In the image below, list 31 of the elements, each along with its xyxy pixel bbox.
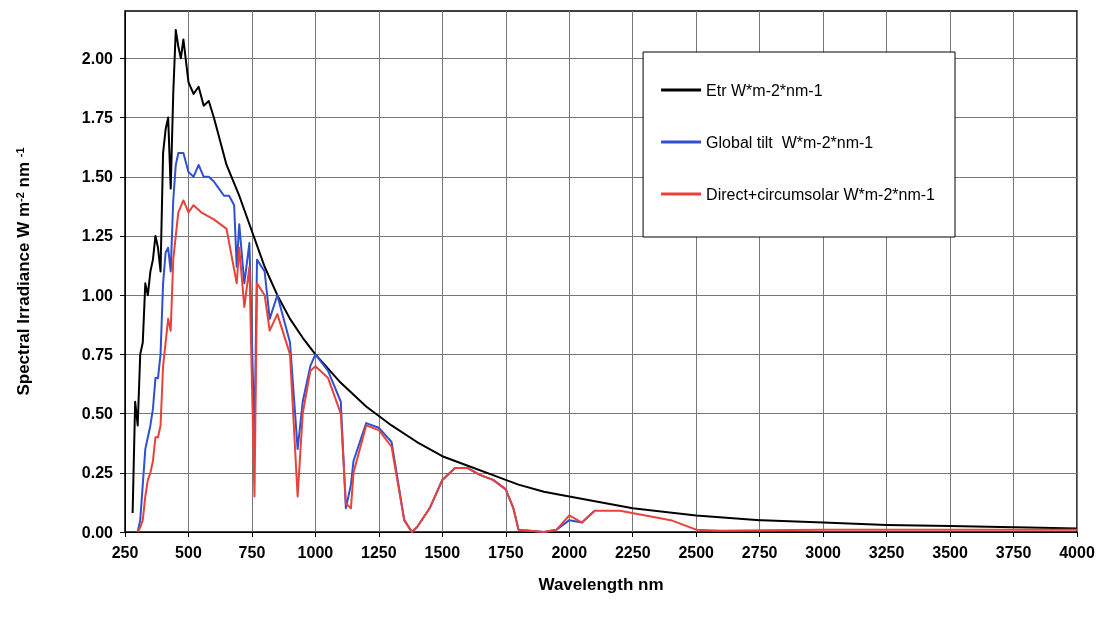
- x-tick-label: 1500: [424, 543, 461, 561]
- y-tick-label: 0.50: [81, 405, 114, 423]
- x-tick-label: 3500: [932, 543, 968, 561]
- y-axis-title: Spectral Irradiance W m-2 nm -1: [13, 147, 33, 396]
- x-axis-title: Wavelength nm: [538, 575, 664, 594]
- y-tick-label: 2.00: [81, 49, 114, 67]
- x-tick-label: 250: [111, 543, 139, 561]
- x-tick-label: 500: [175, 543, 202, 561]
- x-tick-label: 1000: [297, 543, 334, 561]
- x-tick-label: 4000: [1059, 543, 1095, 561]
- legend-label: Global tilt W*m-2*nm-1: [706, 133, 874, 151]
- legend-label: Etr W*m-2*nm-1: [706, 81, 823, 99]
- y-tick-label: 0.25: [81, 464, 114, 482]
- x-tick-label: 3750: [995, 543, 1032, 561]
- y-tick-label: 0.00: [81, 523, 114, 541]
- x-tick-label: 1250: [361, 543, 397, 561]
- y-tick-label: 1.50: [81, 168, 114, 186]
- x-tick-label: 2500: [678, 543, 715, 561]
- x-tick-label: 3000: [805, 543, 842, 561]
- x-tick-label: 3250: [868, 543, 905, 561]
- legend-label: Direct+circumsolar W*m-2*nm-1: [706, 185, 936, 203]
- x-tick-label: 750: [238, 543, 266, 561]
- y-tick-label: 1.75: [81, 109, 114, 127]
- y-tick-label: 1.00: [81, 286, 114, 304]
- x-tick-label: 1750: [488, 543, 524, 561]
- x-tick-label: 2750: [741, 543, 778, 561]
- y-tick-label: 1.25: [81, 227, 114, 245]
- y-tick-label: 0.75: [81, 345, 114, 363]
- x-tick-label: 2250: [614, 543, 651, 561]
- line-series: [136, 199, 1078, 533]
- x-tick-label: 2000: [551, 543, 588, 561]
